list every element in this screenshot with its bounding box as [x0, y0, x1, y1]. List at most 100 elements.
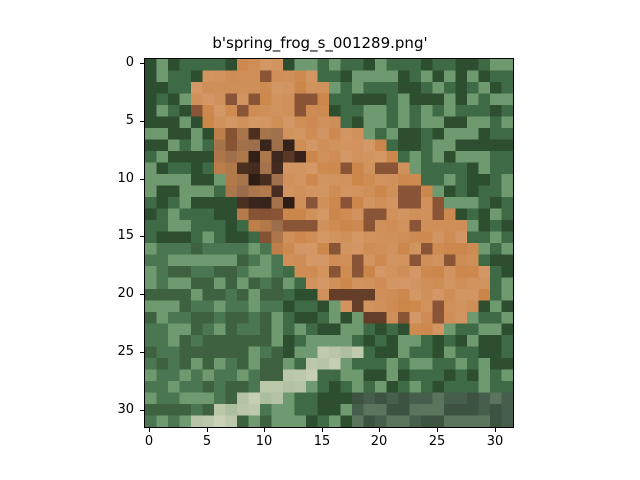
image-pixel — [375, 312, 387, 324]
image-pixel — [214, 162, 226, 175]
figure-title: b'spring_frog_s_001289.png' — [212, 34, 428, 52]
image-pixel — [294, 105, 307, 117]
image-pixel — [467, 415, 479, 427]
image-pixel — [294, 415, 307, 427]
image-pixel — [501, 231, 513, 244]
image-pixel — [317, 243, 330, 255]
image-pixel — [306, 381, 318, 393]
image-pixel — [306, 404, 318, 416]
image-pixel — [248, 404, 261, 416]
image-pixel — [225, 289, 238, 301]
image-pixel — [202, 243, 215, 255]
image-pixel — [329, 243, 341, 255]
image-pixel — [168, 208, 180, 221]
image-pixel — [375, 404, 387, 416]
image-pixel — [432, 220, 445, 232]
image-pixel — [363, 392, 376, 405]
image-pixel — [283, 231, 295, 244]
image-pixel — [156, 116, 169, 129]
image-pixel — [444, 300, 456, 313]
image-pixel — [375, 139, 387, 152]
image-pixel — [225, 59, 238, 71]
image-pixel — [352, 277, 364, 290]
image-pixel — [294, 300, 307, 313]
image-pixel — [386, 59, 399, 71]
image-pixel — [375, 335, 387, 347]
image-pixel — [455, 70, 468, 83]
image-pixel — [168, 404, 180, 416]
image-pixel — [225, 162, 238, 175]
image-pixel — [490, 59, 502, 71]
image-pixel — [306, 197, 318, 209]
image-pixel — [455, 289, 468, 301]
image-pixel — [260, 266, 272, 278]
image-pixel — [478, 139, 491, 152]
image-pixel — [329, 266, 341, 278]
image-pixel — [271, 93, 284, 106]
image-pixel — [490, 82, 502, 94]
image-pixel — [386, 300, 399, 313]
image-pixel — [294, 208, 307, 221]
image-pixel — [329, 220, 341, 232]
image-pixel — [501, 174, 513, 186]
image-pixel — [191, 231, 203, 244]
image-pixel — [398, 197, 410, 209]
image-pixel — [191, 381, 203, 393]
image-pixel — [386, 93, 399, 106]
image-pixel — [375, 369, 387, 382]
image-pixel — [179, 289, 192, 301]
image-pixel — [202, 59, 215, 71]
image-pixel — [329, 105, 341, 117]
image-pixel — [283, 105, 295, 117]
image-pixel — [340, 185, 353, 198]
image-pixel — [214, 116, 226, 129]
image-pixel — [501, 105, 513, 117]
image-pixel — [421, 70, 433, 83]
image-pixel — [363, 105, 376, 117]
image-pixel — [352, 346, 364, 359]
image-pixel — [225, 369, 238, 382]
image-pixel — [306, 346, 318, 359]
image-pixel — [237, 151, 249, 163]
image-pixel — [467, 404, 479, 416]
image-pixel — [478, 174, 491, 186]
image-pixel — [179, 93, 192, 106]
image-pixel — [145, 335, 157, 347]
image-pixel — [317, 139, 330, 152]
image-pixel — [156, 312, 169, 324]
image-pixel — [375, 392, 387, 405]
image-pixel — [283, 369, 295, 382]
image-pixel — [156, 93, 169, 106]
image-pixel — [455, 415, 468, 427]
image-pixel — [237, 323, 249, 336]
image-pixel — [317, 105, 330, 117]
image-pixel — [225, 128, 238, 140]
image-pixel — [490, 404, 502, 416]
image-pixel — [271, 254, 284, 267]
image-pixel — [202, 312, 215, 324]
image-pixel — [352, 185, 364, 198]
image-pixel — [202, 185, 215, 198]
image-pixel — [214, 93, 226, 106]
image-pixel — [191, 312, 203, 324]
image-pixel — [467, 139, 479, 152]
image-pixel — [432, 208, 445, 221]
image-pixel — [375, 185, 387, 198]
image-pixel — [225, 254, 238, 267]
image-pixel — [467, 392, 479, 405]
image-pixel — [329, 381, 341, 393]
image-pixel — [214, 266, 226, 278]
image-pixel — [386, 116, 399, 129]
image-pixel — [444, 139, 456, 152]
image-pixel — [352, 243, 364, 255]
image-pixel — [329, 415, 341, 427]
image-pixel — [260, 369, 272, 382]
image-pixel — [260, 220, 272, 232]
image-pixel — [501, 59, 513, 71]
image-pixel — [329, 335, 341, 347]
image-pixel — [398, 346, 410, 359]
image-pixel — [283, 381, 295, 393]
image-pixel — [490, 151, 502, 163]
image-pixel — [363, 312, 376, 324]
